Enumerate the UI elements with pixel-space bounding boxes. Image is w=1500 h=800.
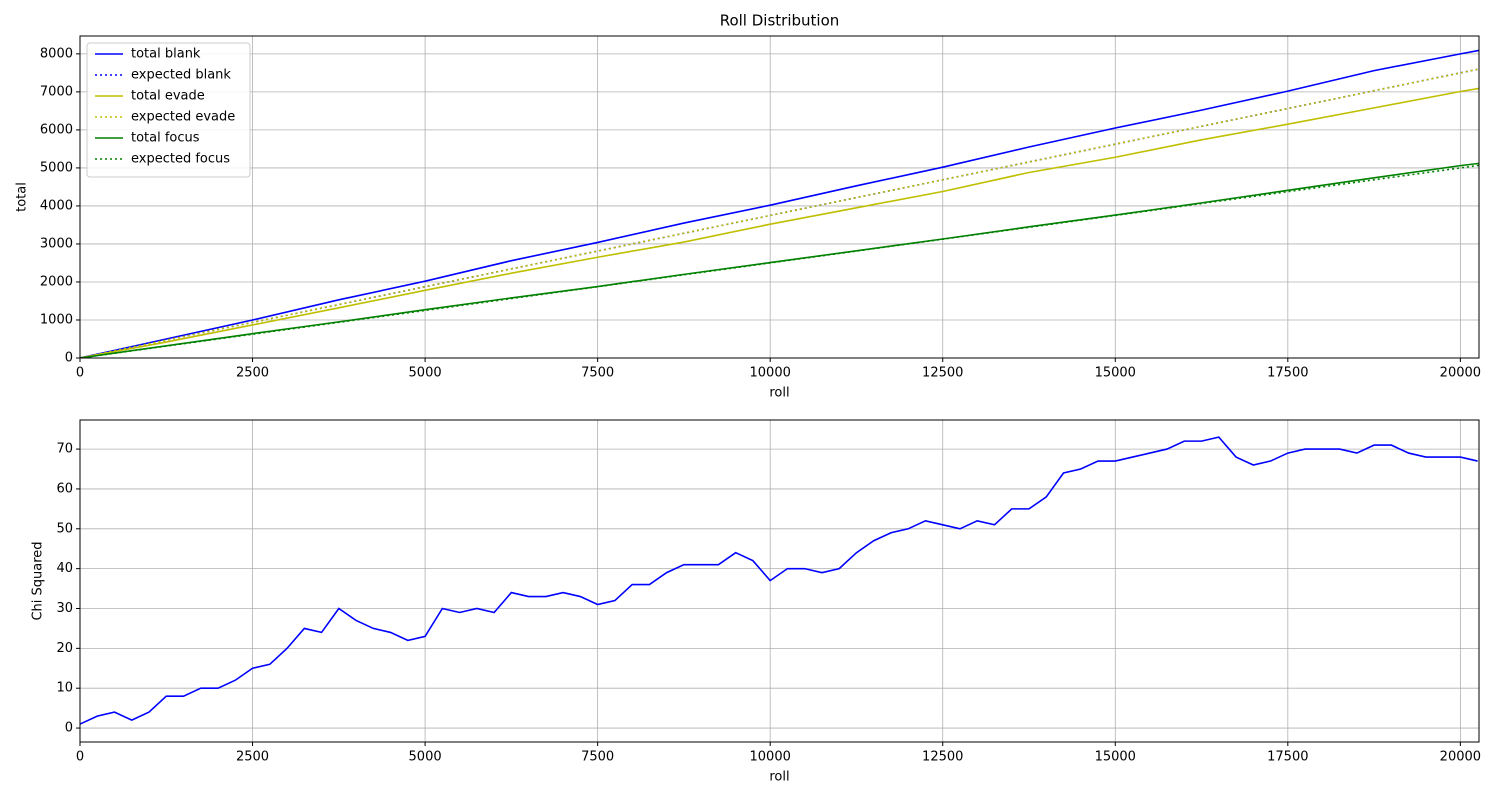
y-tick-label: 7000 <box>40 84 73 99</box>
legend-label: expected focus <box>131 152 230 167</box>
x-tick-label: 15000 <box>1095 750 1136 765</box>
series-line <box>80 87 1479 358</box>
y-tick-label: 0 <box>65 721 73 736</box>
x-tick-label: 2500 <box>236 750 269 765</box>
y-tick-label: 70 <box>56 442 73 457</box>
x-tick-label: 0 <box>76 750 84 765</box>
y-tick-label: 8000 <box>40 46 73 61</box>
x-tick-label: 17500 <box>1267 750 1308 765</box>
x-tick-label: 15000 <box>1095 366 1136 381</box>
series-line <box>80 68 1479 358</box>
x-axis-label: roll <box>769 770 789 785</box>
y-tick-label: 6000 <box>40 122 73 137</box>
legend-label: expected evade <box>131 110 235 125</box>
series-line <box>80 164 1479 358</box>
y-tick-label: 0 <box>65 351 73 366</box>
x-tick-label: 10000 <box>750 750 791 765</box>
x-tick-label: 5000 <box>409 750 442 765</box>
axes-frame <box>79 35 1480 359</box>
series-line <box>80 49 1479 358</box>
legend-label: total blank <box>131 47 201 62</box>
x-tick-label: 10000 <box>750 366 791 381</box>
y-tick-label: 60 <box>56 481 73 496</box>
legend-box <box>86 42 251 178</box>
y-tick-label: 5000 <box>40 160 73 175</box>
x-tick-label: 20000 <box>1440 750 1481 765</box>
x-tick-label: 5000 <box>409 366 442 381</box>
legend-label: total evade <box>131 89 205 104</box>
chart-title: Roll Distribution <box>720 12 840 30</box>
x-tick-label: 20000 <box>1440 366 1481 381</box>
y-tick-label: 50 <box>56 521 73 536</box>
y-tick-label: 20 <box>56 641 73 656</box>
y-tick-label: 3000 <box>40 236 73 251</box>
y-tick-label: 30 <box>56 601 73 616</box>
y-axis-label: Chi Squared <box>31 541 46 620</box>
x-tick-label: 12500 <box>922 366 963 381</box>
x-tick-label: 7500 <box>581 366 614 381</box>
legend-label: expected blank <box>131 68 231 83</box>
series-line <box>80 68 1479 358</box>
x-tick-label: 7500 <box>581 750 614 765</box>
x-tick-label: 12500 <box>922 750 963 765</box>
x-tick-label: 0 <box>76 366 84 381</box>
y-tick-label: 4000 <box>40 198 73 213</box>
y-axis-label: total <box>15 182 30 212</box>
x-tick-label: 17500 <box>1267 366 1308 381</box>
axes-frame <box>79 419 1480 743</box>
y-tick-label: 10 <box>56 681 73 696</box>
y-tick-label: 1000 <box>40 312 73 327</box>
x-tick-label: 2500 <box>236 366 269 381</box>
y-tick-label: 2000 <box>40 274 73 289</box>
x-axis-label: roll <box>769 386 789 401</box>
legend-label: total focus <box>131 131 200 146</box>
series-line <box>80 436 1478 725</box>
y-tick-label: 40 <box>56 561 73 576</box>
